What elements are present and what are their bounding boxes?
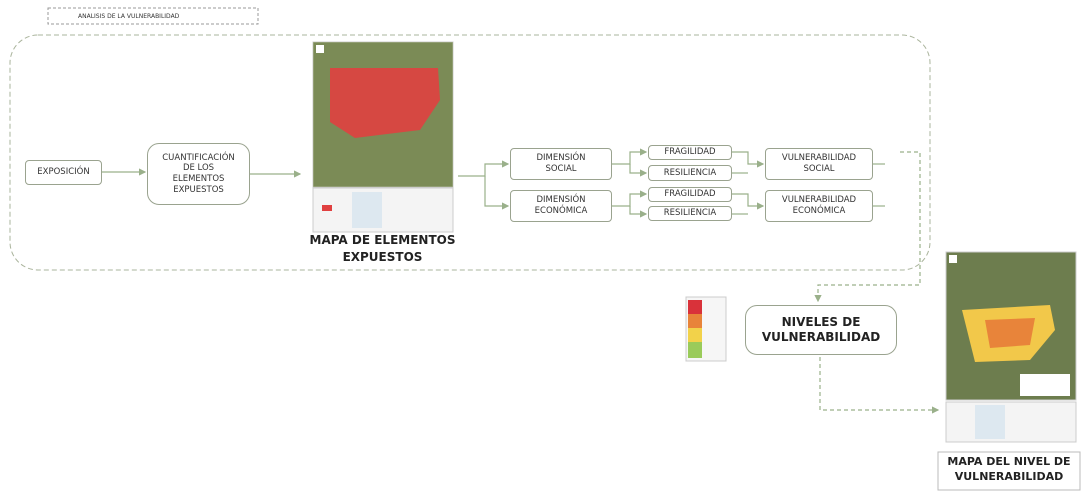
diagram: ANALISIS DE LA VULNERABILIDAD EXPOSICIÓN… [0,0,1084,494]
node: EXPOSICIÓN [25,160,102,185]
node: VULNERABILIDAD ECONÓMICA [765,190,873,222]
map-label: MAPA DE ELEMENTOS EXPUESTOS [300,232,465,266]
map-exposed [313,42,453,232]
node: DIMENSIÓN ECONÓMICA [510,190,612,222]
node: NIVELES DE VULNERABILIDAD [745,305,897,355]
node: VULNERABILIDAD SOCIAL [765,148,873,180]
node: FRAGILIDAD [648,187,732,202]
node: FRAGILIDAD [648,145,732,160]
connectors [0,0,1084,494]
map-label: MAPA DEL NIVEL DE VULNERABILIDAD [938,454,1080,485]
node: CUANTIFICACIÓN DE LOS ELEMENTOS EXPUESTO… [147,143,250,205]
legend-strip [686,297,726,361]
node: RESILIENCIA [648,206,732,221]
map-vulnerability [946,252,1076,442]
node: RESILIENCIA [648,165,732,181]
node: DIMENSIÓN SOCIAL [510,148,612,180]
page-title: ANALISIS DE LA VULNERABILIDAD [48,8,258,24]
